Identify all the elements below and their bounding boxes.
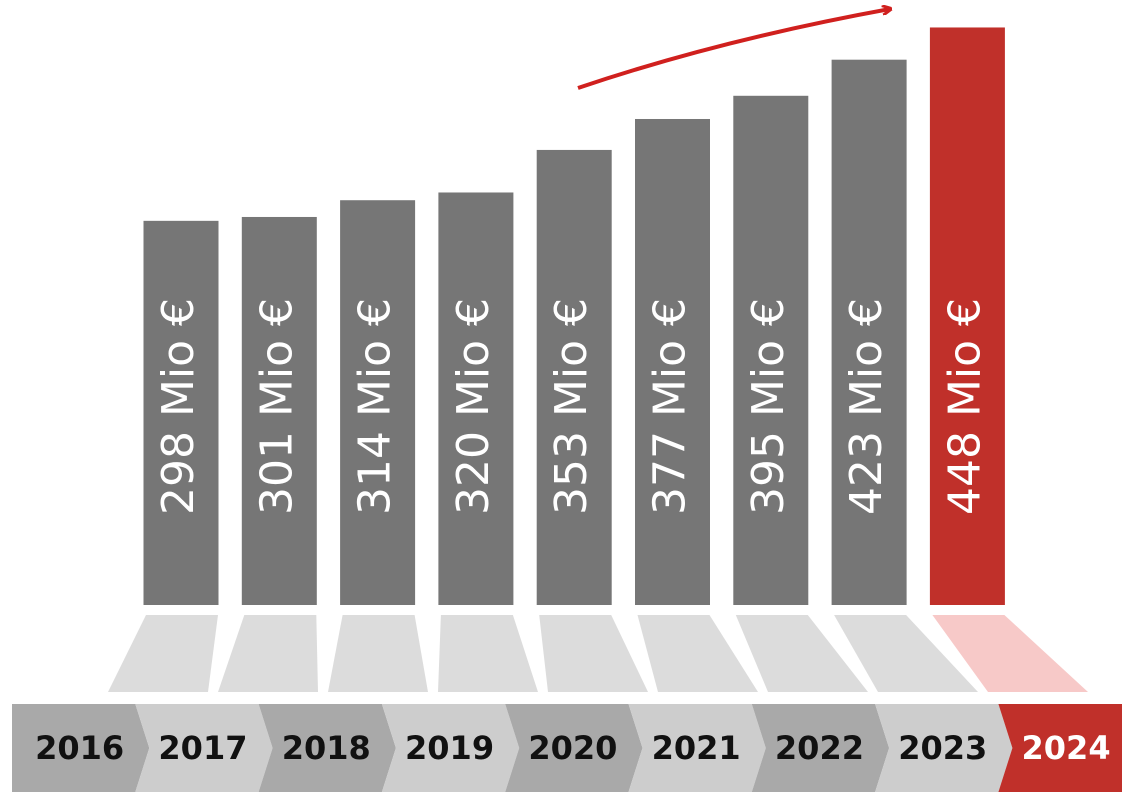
floor-tile xyxy=(328,615,428,692)
x-tick-label: 2016 xyxy=(35,729,124,767)
bar xyxy=(241,216,317,605)
floor-tile xyxy=(438,615,538,692)
floor-tile xyxy=(932,615,1088,692)
floor-tile xyxy=(539,615,648,692)
timeline-segment xyxy=(381,704,520,792)
trend-arrow xyxy=(577,9,890,90)
value-label: 298 Mio € xyxy=(153,298,204,515)
x-tick-label: 2020 xyxy=(528,729,617,767)
value-label: 423 Mio € xyxy=(841,298,892,515)
timeline-segment xyxy=(135,704,273,792)
value-label: 353 Mio € xyxy=(546,298,597,515)
timeline-segment xyxy=(875,704,1013,792)
value-label: 377 Mio € xyxy=(645,298,696,515)
bar xyxy=(929,27,1005,606)
bar xyxy=(340,200,416,605)
bar xyxy=(733,95,809,605)
bar xyxy=(635,118,710,605)
x-tick-label: 2018 xyxy=(282,729,371,767)
bar xyxy=(438,192,514,605)
x-tick-label: 2017 xyxy=(158,729,247,767)
floor-tile xyxy=(735,615,868,692)
floor-tile xyxy=(834,615,978,692)
x-tick-label: 2024 xyxy=(1022,729,1111,767)
timeline-segment xyxy=(628,704,766,792)
timeline-segment xyxy=(12,704,150,792)
value-label: 448 Mio € xyxy=(939,298,990,515)
x-tick-label: 2022 xyxy=(775,729,864,767)
x-tick-label: 2019 xyxy=(405,729,494,767)
value-label: 395 Mio € xyxy=(743,298,794,515)
floor-tile xyxy=(218,615,318,692)
bar xyxy=(831,59,907,606)
value-label: 301 Mio € xyxy=(251,298,302,515)
timeline-segment xyxy=(998,704,1122,792)
timeline-segment xyxy=(505,704,643,792)
floor-tile xyxy=(108,615,218,692)
bar xyxy=(536,149,612,605)
value-label: 320 Mio € xyxy=(448,298,499,515)
x-tick-label: 2021 xyxy=(652,729,741,767)
value-label: 314 Mio € xyxy=(350,298,401,515)
bar xyxy=(143,220,219,606)
x-tick-label: 2023 xyxy=(898,729,987,767)
timeline-segment xyxy=(751,704,890,792)
timeline-segment xyxy=(258,704,396,792)
floor-tile xyxy=(637,615,758,692)
